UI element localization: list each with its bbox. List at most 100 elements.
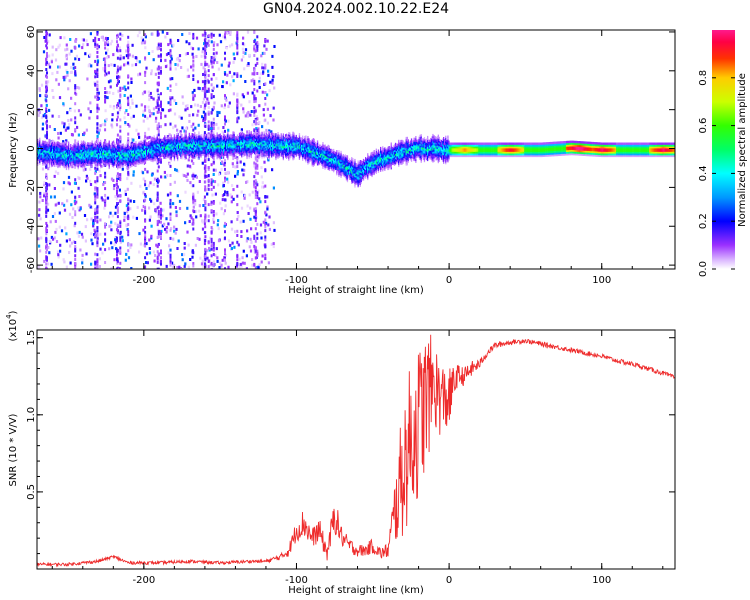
spectrogram-band-cell: [174, 145, 177, 148]
spectrogram-band-cell: [72, 146, 74, 150]
spectrogram-noise-cell: [204, 55, 207, 59]
spectrogram-band-cell: [172, 140, 174, 144]
spectrogram-noise-cell: [245, 254, 248, 258]
spectrogram-band-cell: [172, 142, 174, 145]
spectrogram-band-cell: [71, 162, 73, 165]
spectrogram-band-cell: [127, 149, 130, 153]
spectrogram-noise-cell: [116, 186, 118, 190]
spectrogram-noise-cell: [96, 50, 99, 54]
spectrogram-noise-cell: [266, 39, 269, 43]
spectrogram-noise-cell: [43, 194, 46, 198]
spectrogram-band-cell: [226, 138, 228, 141]
spectrogram-noise-cell: [241, 168, 244, 172]
spectrogram-band-cell: [88, 146, 90, 149]
spectrogram-band-cell: [52, 153, 54, 157]
spectrogram-band-cell: [105, 148, 107, 151]
spectrogram-band-cell: [184, 153, 186, 157]
spectrogram-band-cell: [222, 151, 225, 154]
spectrogram-band-cell: [187, 153, 189, 157]
spectrogram-noise-cell: [94, 95, 97, 99]
spectrogram-noise-cell: [215, 77, 218, 81]
spectrogram-noise-cell: [94, 188, 97, 192]
spectrogram-noise-cell: [119, 136, 122, 140]
spectrogram-noise-cell: [258, 82, 261, 86]
spectrogram-band-cell: [174, 138, 177, 142]
spectrogram-noise-cell: [224, 129, 226, 133]
spectrogram-band-cell: [59, 146, 61, 149]
spectrogram-band-cell: [205, 142, 208, 145]
spectrogram-band-cell: [59, 148, 61, 151]
spectrogram-band-cell: [212, 154, 214, 158]
spectrogram-band-cell: [72, 148, 74, 151]
spectrogram-band-cell: [118, 144, 120, 147]
spectrogram-band-cell: [160, 138, 163, 142]
spectrogram-noise-cell: [89, 205, 92, 209]
spectrogram-band-cell: [177, 148, 179, 151]
spectrogram-band-cell: [142, 152, 145, 155]
spectrogram-band-cell: [230, 139, 232, 142]
spectrogram-band-cell: [108, 154, 110, 157]
spectrogram-noise-cell: [116, 115, 119, 119]
spectrogram-band-cell: [225, 145, 227, 148]
spectrogram-noise-cell: [210, 240, 213, 244]
spectrogram-band-cell: [57, 148, 59, 151]
spectrogram-band-cell: [105, 160, 107, 163]
spectrogram-band-cell: [38, 141, 40, 144]
spectrogram-band-cell: [52, 158, 54, 162]
spectrogram-band-cell: [77, 166, 79, 170]
spectrogram-band-cell: [170, 138, 172, 141]
spectrogram-band-cell: [190, 143, 193, 146]
spectrogram-noise-cell: [196, 237, 199, 240]
spectrogram-band-cell: [102, 147, 104, 150]
spectrogram-band-cell: [121, 149, 123, 152]
spectrogram-noise-cell: [96, 85, 99, 88]
spectrogram-noise-cell: [124, 121, 127, 124]
spectrogram-band-cell: [94, 146, 96, 149]
spectrogram-noise-cell: [66, 73, 69, 77]
spectrogram-band-cell: [55, 148, 57, 151]
spectrogram-band-cell: [122, 147, 124, 150]
spectrogram-band-cell: [75, 152, 77, 155]
spectrogram-band-cell: [72, 157, 74, 160]
spectrogram-band-cell: [39, 148, 41, 151]
spectrogram-noise-cell: [212, 47, 215, 51]
spectrogram-band-cell: [42, 145, 44, 149]
spectrogram-noise-cell: [104, 87, 107, 90]
spectrogram-noise-cell: [154, 254, 157, 257]
spectrogram-band-cell: [128, 145, 131, 149]
spectrogram-band-cell: [95, 156, 98, 160]
spectrogram-band-cell: [106, 146, 108, 150]
spectrogram-band-cell: [126, 153, 128, 157]
spectrogram-band-cell: [194, 140, 196, 144]
spectrogram-band-cell: [88, 147, 90, 151]
spectrogram-band-cell: [53, 154, 55, 157]
spectrogram-noise-cell: [253, 175, 256, 179]
spectrogram-band-cell: [74, 142, 76, 145]
spectrogram-band-cell: [84, 143, 86, 146]
spectrogram-band-cell: [125, 152, 127, 155]
spectrogram-noise-cell: [180, 116, 183, 120]
spectrogram-noise-cell: [204, 225, 207, 229]
spectrogram-band-cell: [141, 148, 143, 152]
spectrogram-noise-cell: [185, 40, 188, 44]
spectrogram-band-cell: [149, 156, 151, 159]
spectrogram-noise-cell: [103, 206, 106, 210]
spectrogram-band-cell: [200, 153, 202, 156]
spectrogram-band-cell: [97, 157, 100, 160]
spectrogram-noise-cell: [240, 264, 243, 268]
spectrogram-noise-cell: [222, 212, 225, 216]
spectrogram-noise-cell: [89, 32, 92, 36]
spectrogram-noise-cell: [190, 105, 193, 109]
spectrogram-band-cell: [127, 153, 130, 156]
spectrogram-band-cell: [184, 141, 186, 144]
spectrogram-band-cell: [159, 142, 162, 145]
spectrogram-band-cell: [140, 145, 142, 149]
spectrogram-band-cell: [197, 146, 199, 149]
spectrogram-noise-cell: [96, 43, 99, 47]
spectrogram-band-cell: [124, 156, 126, 159]
spectrogram-band-cell: [193, 144, 195, 147]
spectrogram-noise-cell: [148, 109, 151, 113]
spectrogram-noise-cell: [115, 197, 119, 201]
spectrogram-band-cell: [225, 143, 227, 147]
spectrogram-band-cell: [173, 139, 176, 142]
